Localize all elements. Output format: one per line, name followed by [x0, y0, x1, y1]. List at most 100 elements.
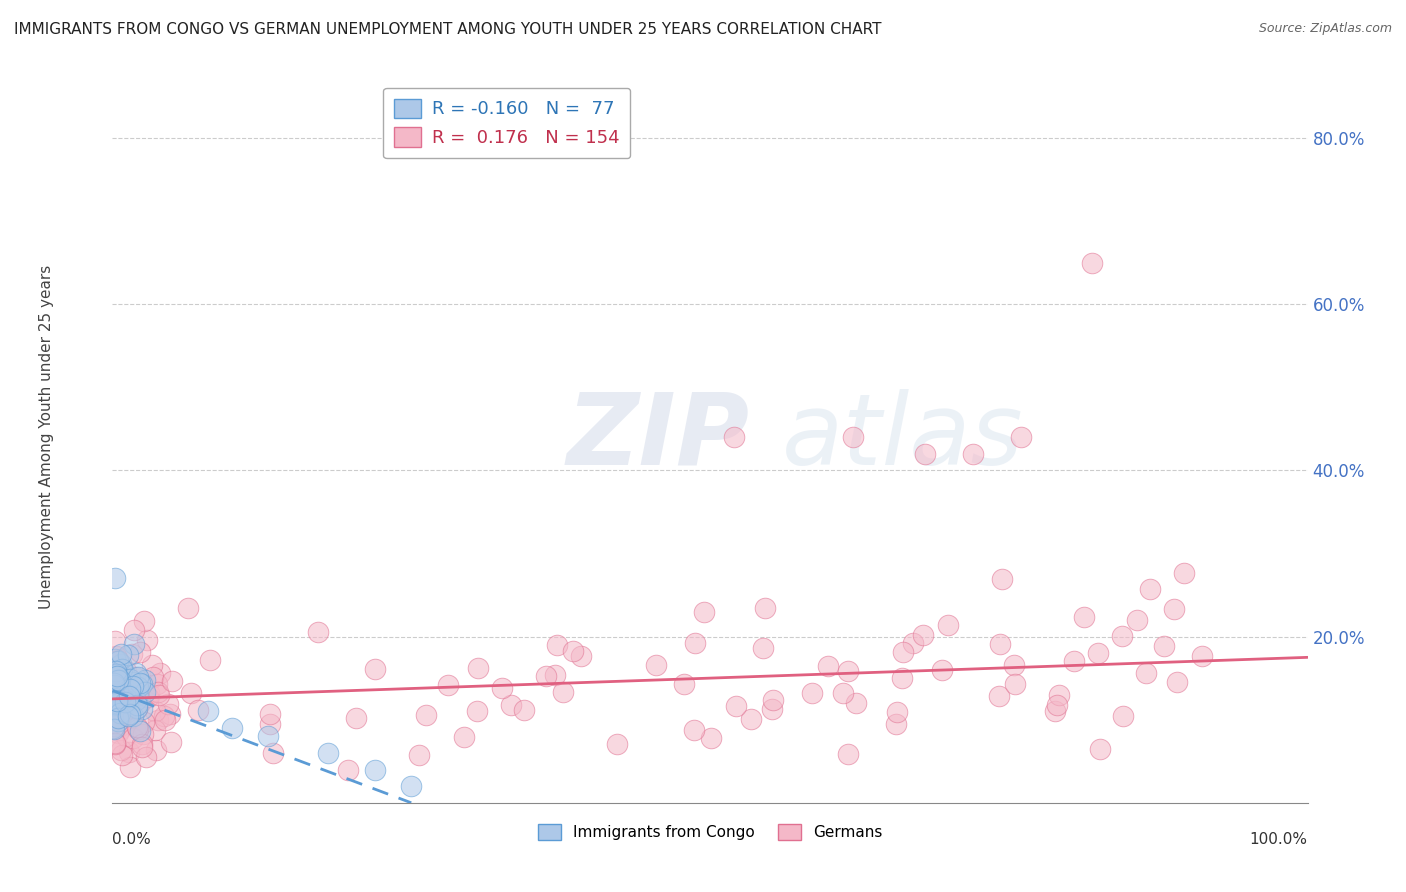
Point — [101, 721, 124, 735]
Point — [124, 670, 146, 684]
Point — [108, 710, 131, 724]
Point — [108, 706, 131, 720]
Point — [135, 633, 157, 648]
Text: Source: ZipAtlas.com: Source: ZipAtlas.com — [1258, 22, 1392, 36]
Point — [762, 693, 785, 707]
Point — [1063, 654, 1085, 668]
Point — [121, 686, 143, 700]
Point — [499, 698, 522, 712]
Point — [467, 704, 489, 718]
Point — [159, 706, 181, 721]
Point — [105, 684, 128, 698]
Point — [364, 763, 387, 777]
Point — [817, 659, 839, 673]
Point — [136, 690, 159, 704]
Point — [901, 635, 924, 649]
Point — [673, 677, 696, 691]
Point — [740, 712, 762, 726]
Point — [101, 675, 124, 690]
Point — [122, 675, 145, 690]
Point — [124, 685, 146, 699]
Point — [115, 693, 138, 707]
Point — [107, 670, 129, 684]
Point — [146, 713, 169, 727]
Point — [198, 653, 221, 667]
Point — [103, 722, 125, 736]
Point — [134, 685, 156, 699]
Point — [129, 644, 152, 658]
Point — [160, 674, 183, 689]
Point — [111, 687, 134, 701]
Point — [104, 737, 127, 751]
Point — [112, 681, 135, 695]
Point — [1088, 741, 1111, 756]
Point — [832, 686, 855, 700]
Point — [104, 571, 127, 585]
Point — [107, 693, 129, 707]
Point — [128, 696, 150, 710]
Point — [1004, 676, 1026, 690]
Point — [453, 730, 475, 744]
Point — [105, 667, 128, 681]
Point — [337, 763, 360, 777]
Point — [754, 601, 776, 615]
Point — [111, 706, 134, 721]
Point — [110, 690, 132, 704]
Point — [723, 430, 745, 444]
Point — [1173, 566, 1195, 580]
Point — [120, 681, 142, 695]
Legend: Immigrants from Congo, Germans: Immigrants from Congo, Germans — [531, 817, 889, 847]
Point — [153, 709, 176, 723]
Point — [131, 677, 153, 691]
Point — [107, 714, 129, 728]
Point — [534, 668, 557, 682]
Point — [107, 671, 129, 685]
Point — [107, 673, 129, 688]
Point — [118, 690, 141, 704]
Point — [125, 702, 148, 716]
Point — [886, 706, 908, 720]
Point — [1163, 602, 1185, 616]
Point — [112, 688, 135, 702]
Point — [987, 689, 1010, 703]
Point — [105, 685, 128, 699]
Point — [408, 748, 430, 763]
Point — [105, 683, 128, 698]
Point — [108, 723, 131, 737]
Point — [105, 694, 128, 708]
Point — [108, 690, 131, 704]
Point — [259, 716, 281, 731]
Point — [104, 736, 127, 750]
Point — [115, 664, 138, 678]
Point — [125, 698, 148, 713]
Point — [700, 731, 723, 745]
Point — [125, 693, 148, 707]
Point — [543, 667, 565, 681]
Point — [991, 572, 1014, 586]
Point — [1073, 609, 1095, 624]
Point — [107, 654, 129, 668]
Point — [125, 720, 148, 734]
Point — [104, 649, 127, 664]
Point — [104, 664, 127, 678]
Point — [122, 679, 145, 693]
Point — [103, 698, 125, 712]
Point — [104, 652, 127, 666]
Point — [1166, 675, 1188, 690]
Point — [364, 662, 387, 676]
Point — [138, 686, 160, 700]
Point — [132, 726, 155, 740]
Point — [180, 686, 202, 700]
Point — [962, 447, 984, 461]
Point — [546, 638, 568, 652]
Point — [104, 682, 127, 697]
Point — [118, 672, 141, 686]
Point — [1139, 582, 1161, 597]
Text: ZIP: ZIP — [567, 389, 749, 485]
Point — [101, 703, 124, 717]
Text: 100.0%: 100.0% — [1250, 832, 1308, 847]
Point — [115, 696, 138, 710]
Point — [561, 643, 583, 657]
Point — [606, 738, 628, 752]
Point — [118, 745, 141, 759]
